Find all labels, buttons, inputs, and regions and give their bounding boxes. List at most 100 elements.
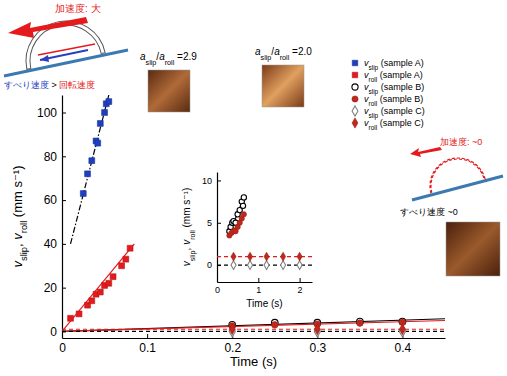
text-part: slip — [19, 247, 29, 261]
tick-label: 5 — [207, 218, 212, 228]
text-part: roll — [369, 124, 378, 131]
tick-label: 0.4 — [395, 341, 412, 355]
point — [123, 256, 129, 262]
slip-arrowhead — [40, 55, 49, 62]
tick-mark — [62, 244, 66, 245]
tick-label: 40 — [44, 237, 58, 251]
tick-label: 1 — [256, 285, 261, 295]
tick-mark — [217, 223, 221, 224]
point — [264, 261, 269, 270]
text-part: (sample C) — [377, 118, 424, 128]
x-axis: 0 1 2 — [215, 278, 313, 295]
tick: 20 — [44, 281, 66, 295]
tick-mark — [62, 113, 66, 114]
annotation: 加速度: ~0 — [440, 137, 482, 147]
tick-label: 100 — [37, 106, 57, 120]
tick-label: 0.1 — [139, 341, 156, 355]
plate — [412, 176, 503, 200]
axis-line — [62, 96, 63, 339]
afm-image — [148, 70, 190, 112]
plot-area — [62, 95, 445, 337]
annotation: 加速度: 大 — [55, 3, 101, 14]
text-part: =2.9 — [174, 51, 197, 62]
text-part: roll — [165, 58, 175, 67]
legend-marker — [352, 96, 358, 102]
tick-label: 0 — [207, 260, 212, 270]
tick-mark — [258, 278, 259, 282]
afm-image — [262, 65, 304, 107]
point — [85, 171, 91, 177]
point — [102, 110, 108, 116]
legend-marker — [352, 106, 358, 116]
annotation: aslip/aroll =2.0 — [255, 46, 312, 62]
y-axis-title: vslip, vroll (mm s⁻¹) — [181, 188, 197, 266]
text-part: slip — [146, 58, 157, 67]
text-part: (sample A) — [378, 58, 424, 68]
text-part: =2.0 — [289, 46, 312, 57]
point — [106, 280, 112, 286]
point — [97, 289, 103, 295]
tick-mark — [62, 200, 66, 201]
tick: 1 — [256, 278, 261, 295]
plate — [4, 50, 128, 76]
y-axis: 020406080100 — [37, 96, 66, 339]
text-part: roll — [19, 221, 29, 233]
y-axis: 0510 — [202, 173, 221, 283]
tick: 5 — [207, 218, 221, 228]
point — [95, 140, 101, 146]
tick-label: 0 — [215, 285, 220, 295]
text-part: すべり速度 — [4, 80, 49, 90]
fit-line — [62, 244, 134, 332]
point — [106, 99, 112, 105]
tick: 40 — [44, 237, 66, 251]
tick: 60 — [44, 193, 66, 207]
legend-label: vroll (sample A) — [364, 70, 423, 83]
tick-label: 0 — [59, 341, 66, 355]
text-part: roll — [188, 230, 197, 240]
afm-image — [446, 222, 500, 276]
text-part: (sample B) — [377, 94, 423, 104]
text-part: すべり速度 ~0 — [400, 207, 458, 217]
tick: 0.3 — [309, 334, 326, 355]
text-part: 回転速度 — [59, 80, 95, 90]
point — [314, 324, 320, 335]
point — [127, 245, 133, 251]
point — [80, 191, 86, 197]
tick-mark — [147, 334, 148, 338]
fit-line — [62, 329, 445, 330]
tick-mark — [300, 278, 301, 282]
tick-label: 0.2 — [224, 341, 241, 355]
tick: 100 — [37, 106, 66, 120]
point — [76, 311, 82, 317]
tick-mark — [217, 180, 221, 181]
tick-label: 20 — [44, 281, 58, 295]
tick-label: 80 — [44, 150, 58, 164]
point — [229, 324, 235, 335]
text-part: (sample B) — [378, 82, 424, 92]
point — [240, 203, 245, 208]
accel-arrow — [410, 147, 442, 157]
legend-label: vroll (sample B) — [364, 94, 423, 107]
point — [297, 252, 302, 261]
rolling-body — [424, 152, 485, 194]
annotation: すべり速度 > 回転速度 — [4, 80, 95, 90]
text-part: roll — [369, 76, 378, 83]
legend-label: vroll (sample C) — [364, 118, 424, 131]
fit-line — [62, 319, 445, 332]
text-part: roll — [280, 53, 290, 62]
axis-line — [218, 282, 313, 283]
text-part: (mm s⁻¹) — [181, 188, 192, 231]
point — [281, 261, 286, 270]
point — [248, 252, 253, 261]
tick: 0.1 — [139, 334, 156, 355]
plot-area — [217, 195, 312, 270]
text-part: (sample A) — [377, 70, 423, 80]
point — [264, 252, 269, 261]
tick-mark — [62, 288, 66, 289]
legend: vslip (sample A)vroll (sample A)vslip (s… — [352, 58, 425, 131]
figure: 00.10.20.30.4020406080100Time (s)vslip, … — [0, 0, 507, 376]
tick: 2 — [298, 278, 303, 295]
point — [110, 274, 116, 280]
point — [231, 261, 236, 270]
legend-marker — [352, 72, 357, 77]
